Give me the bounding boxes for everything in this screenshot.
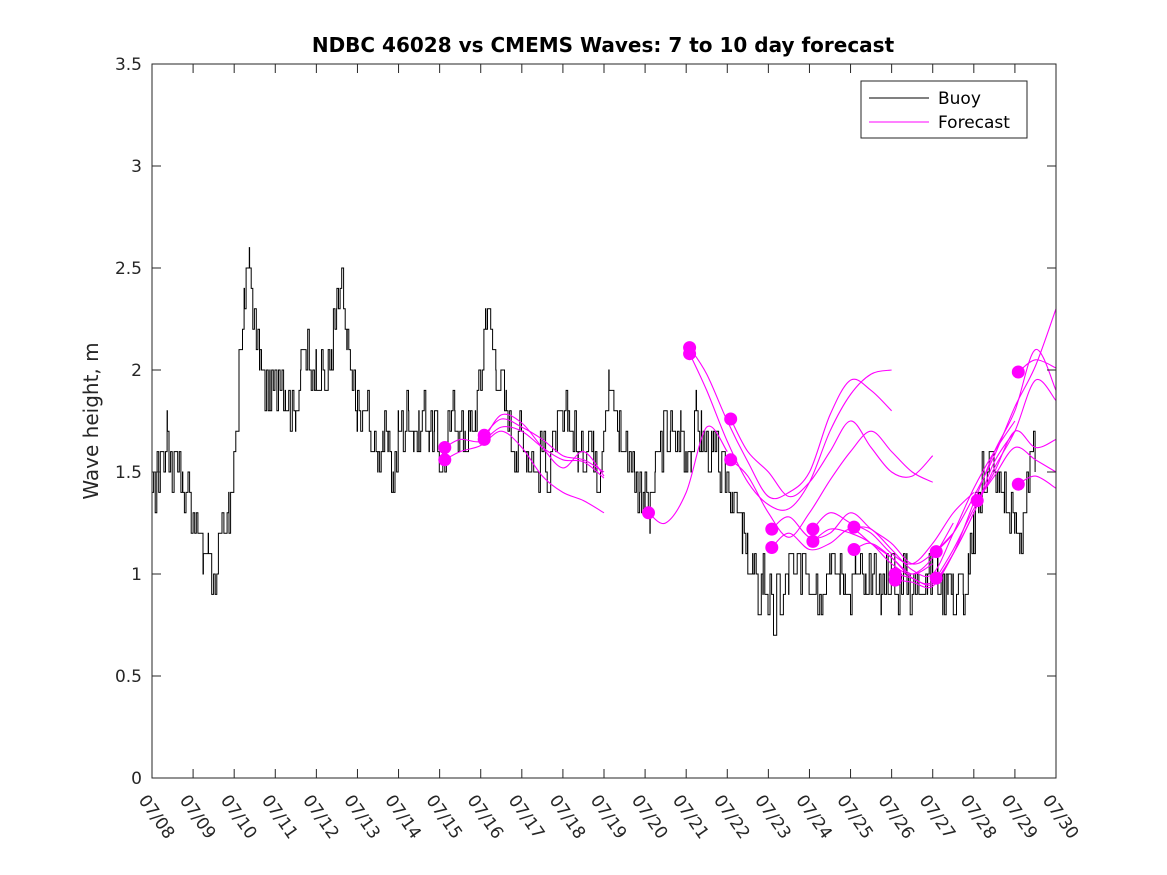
forecast-run-line [935,430,1057,579]
y-tick-label: 0.5 [115,667,142,687]
y-axis: 0 0.5 1 1.5 2 2.5 3 3.5 [115,55,1056,789]
forecast-start-marker [765,541,779,554]
forecast-start-marker [765,522,779,536]
forecast-run-line [444,425,605,479]
forecast-run-line [689,347,892,500]
legend-forecast-label: Forecast [938,113,1010,133]
forecast-start-marker [683,347,697,361]
y-tick-label: 3 [131,157,142,177]
forecast-start-marker [1011,365,1025,379]
forecast-start-marker [806,522,820,536]
y-tick-label: 2.5 [115,259,142,279]
forecast-run-line [730,430,933,538]
y-tick-label: 0 [131,769,142,789]
legend-box [860,80,1028,139]
forecast-start-marker [970,494,984,508]
forecast-start-marker [642,506,655,520]
y-tick-label: 3.5 [115,55,142,75]
forecast-start-marker [724,412,738,426]
forecast-run-line [483,413,605,477]
forecast-run-line [812,522,954,575]
y-axis-label: Wave height, m [79,342,103,499]
forecast-run-line [483,418,605,473]
forecast-start-marker [806,534,820,548]
forecast-run-line [935,308,1057,552]
chart-title: NDBC 46028 vs CMEMS Waves: 7 to 10 day f… [312,33,895,57]
legend: Buoy Forecast [860,80,1028,139]
forecast-start-marker [847,520,861,534]
forecast-series [438,308,1057,589]
forecast-start-marker [929,571,943,585]
forecast-start-marker [847,543,861,556]
y-tick-label: 2 [131,361,142,381]
forecast-start-marker [438,441,452,454]
forecast-run-line [976,446,1057,501]
forecast-start-marker [438,453,452,467]
forecast-start-marker [1011,477,1025,491]
forecast-start-marker [724,453,738,467]
forecast-start-marker [929,545,943,559]
forecast-run-line [648,425,728,525]
y-tick-label: 1.5 [115,463,142,483]
forecast-run-line [444,430,605,514]
forecast-run-line [812,492,975,565]
forecast-run-line [730,418,934,498]
forecast-start-marker [888,573,902,587]
legend-buoy-label: Buoy [938,89,981,109]
y-tick-label: 1 [131,565,142,585]
forecast-run-line [689,353,892,511]
plot-area [152,64,1056,778]
forecast-start-marker [477,432,491,446]
forecast-run-line [771,512,954,565]
forecast-run-line [895,378,1057,589]
